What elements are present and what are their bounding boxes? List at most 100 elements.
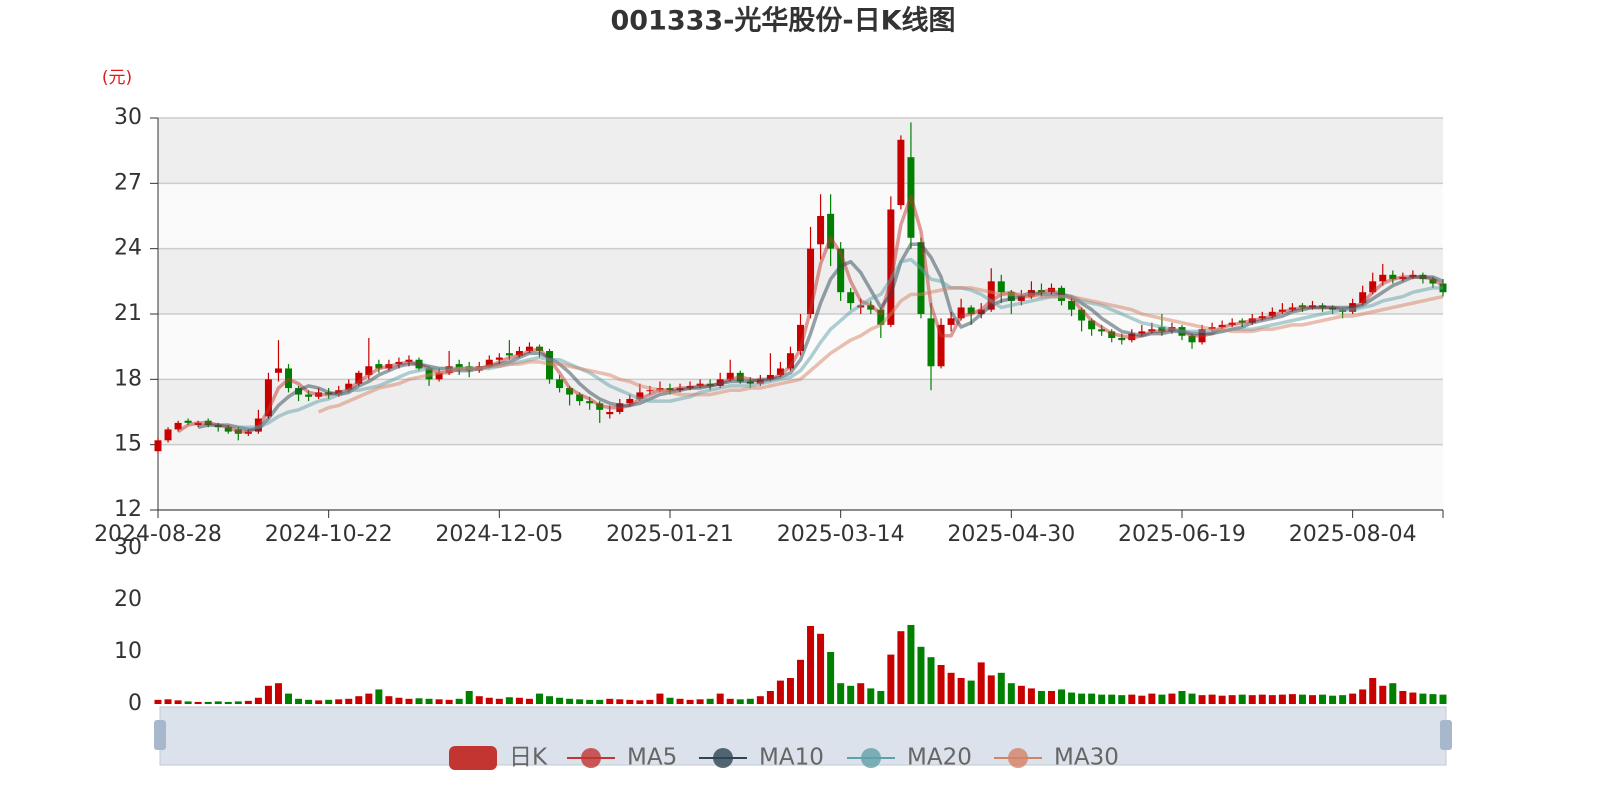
volume-bar [495, 698, 503, 704]
volume-bar [435, 699, 443, 704]
candle-body [274, 368, 282, 373]
candle-body [1268, 311, 1276, 317]
ma-line [238, 257, 1443, 429]
candle-body [626, 398, 634, 404]
candle-body [827, 213, 835, 249]
legend-icon [449, 746, 497, 770]
y-tick-label: 30 [114, 105, 142, 130]
legend-label[interactable]: MA10 [759, 745, 824, 771]
candle-body [1017, 296, 1025, 301]
volume-bar [365, 693, 373, 704]
candle-body [1389, 274, 1397, 280]
volume-bar [897, 631, 905, 704]
volume-bar [736, 699, 744, 704]
volume-bar [927, 657, 935, 704]
zoom-handle [154, 720, 166, 750]
candle-body [305, 394, 313, 397]
volume-bar [174, 700, 182, 704]
volume-bar [1339, 695, 1347, 704]
volume-bar [505, 697, 513, 704]
volume-bar [1098, 694, 1106, 704]
candle-body [576, 394, 584, 402]
volume-bar [1198, 695, 1206, 704]
volume-bar [867, 688, 875, 704]
volume-bar [395, 697, 403, 704]
volume-bar [184, 701, 192, 704]
volume-bar [295, 698, 303, 704]
candle-body [505, 353, 513, 356]
volume-bar [1108, 694, 1116, 704]
candle-body [1068, 300, 1076, 310]
volume-bar [887, 654, 895, 704]
volume-bar [696, 699, 704, 704]
x-tick-label: 2025-03-14 [777, 522, 905, 547]
candle-body [435, 372, 443, 380]
volume-bar [676, 698, 684, 704]
volume-bar [596, 699, 604, 704]
y-tick-label: 12 [114, 497, 142, 522]
volume-bar [626, 699, 634, 704]
volume-bar [1007, 683, 1015, 704]
candle-body [1118, 337, 1126, 341]
volume-bar [1047, 691, 1055, 704]
candle-body [586, 401, 594, 404]
volume-bar [716, 693, 724, 704]
volume-tick-label: 30 [114, 535, 142, 560]
legend-label[interactable]: MA5 [627, 745, 677, 771]
volume-bar [666, 697, 674, 704]
volume-bar [1298, 694, 1306, 704]
volume-bar [445, 699, 453, 704]
volume-bar [1268, 695, 1276, 704]
volume-bar [1017, 685, 1025, 704]
legend-label[interactable]: MA20 [907, 745, 972, 771]
x-tick-label: 2024-08-28 [94, 522, 222, 547]
candle-body [937, 324, 945, 367]
volume-bar [907, 624, 915, 704]
volume-bar [636, 700, 644, 704]
y-tick-label: 24 [114, 236, 142, 261]
volume-tick-label: 0 [128, 691, 142, 716]
volume-bar [786, 678, 794, 704]
volume-bar [234, 701, 242, 704]
candle-body [897, 139, 905, 206]
y-tick-label: 15 [114, 432, 142, 457]
volume-bar [586, 699, 594, 704]
candle-body [927, 318, 935, 367]
y-tick-label: 21 [114, 301, 142, 326]
volume-bar [1228, 695, 1236, 704]
volume-bar [837, 683, 845, 704]
volume-bar [405, 698, 413, 704]
y-unit: (元) [102, 68, 132, 88]
candle-body [375, 364, 383, 369]
candle-body [485, 359, 493, 367]
candle-body [967, 307, 975, 314]
volume-bar [1178, 691, 1186, 704]
x-tick-label: 2025-08-04 [1289, 522, 1417, 547]
volume-bar [1037, 691, 1045, 704]
volume-bar [535, 693, 543, 704]
volume-bar [274, 683, 282, 704]
volume-bar [1218, 695, 1226, 704]
candle-body [987, 281, 995, 310]
volume-bar [1128, 694, 1136, 704]
volume-bar [154, 699, 162, 704]
volume-bar [335, 699, 343, 704]
volume-bar [194, 701, 202, 704]
volume-bar [1138, 695, 1146, 704]
volume-bar [1349, 693, 1357, 704]
candle-body [1359, 292, 1367, 304]
legend-label[interactable]: 日K [509, 745, 548, 771]
volume-bar [1439, 694, 1447, 704]
legend-label[interactable]: MA30 [1054, 745, 1119, 771]
volume-bar [1148, 693, 1156, 704]
volume-bar [817, 633, 825, 704]
volume-bar [1308, 695, 1316, 704]
candle-body [997, 281, 1005, 293]
volume-bar [325, 699, 333, 704]
volume-bar [646, 699, 654, 704]
y-tick-label: 27 [114, 170, 142, 195]
candle-body [1429, 279, 1437, 284]
candle-body [224, 427, 232, 432]
volume-bar [1248, 695, 1256, 704]
legend-icon [861, 748, 881, 768]
